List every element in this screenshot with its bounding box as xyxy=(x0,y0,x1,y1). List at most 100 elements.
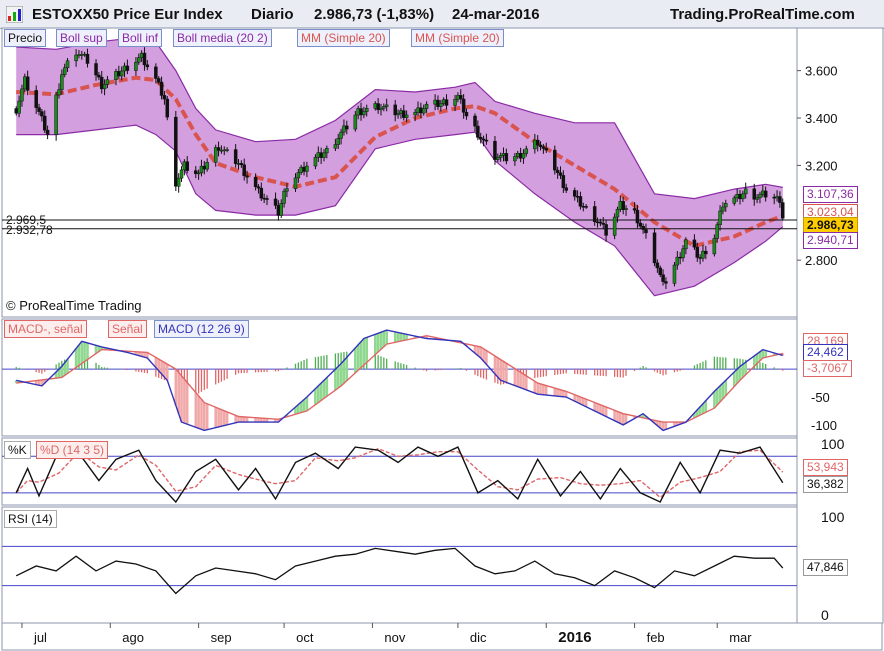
candle xyxy=(282,188,286,208)
candle-body xyxy=(165,98,170,118)
candle-body xyxy=(382,106,386,109)
candle xyxy=(185,156,189,174)
candle-body xyxy=(285,188,289,192)
candle-body xyxy=(379,107,383,111)
instrument-name: ESTOXX50 Price Eur Index xyxy=(32,6,223,23)
candle-body xyxy=(393,104,397,116)
candle xyxy=(179,166,184,182)
candle xyxy=(259,182,264,201)
candle-body xyxy=(741,193,745,200)
candle xyxy=(145,60,150,71)
candle-body xyxy=(25,76,30,91)
legend-precio[interactable]: Precio xyxy=(4,29,47,47)
date-label: 24-mar-2016 xyxy=(452,6,540,23)
legend-stoch-k[interactable]: %K xyxy=(4,441,31,459)
candle xyxy=(376,98,380,114)
candle-body xyxy=(416,107,420,113)
candle xyxy=(404,110,409,123)
legend-rsi[interactable]: RSI (14) xyxy=(4,510,57,528)
candle xyxy=(285,182,289,198)
legend-boll-sup[interactable]: Boll sup xyxy=(56,29,107,47)
candle-body xyxy=(721,206,725,212)
candle xyxy=(174,110,178,192)
candle-body xyxy=(404,114,409,118)
candle xyxy=(632,202,637,214)
candle xyxy=(364,104,369,117)
candle xyxy=(638,218,643,229)
legend-macd-senal[interactable]: MACD-, señal xyxy=(4,320,87,338)
candle xyxy=(493,136,497,165)
candle xyxy=(273,192,278,209)
candle-body xyxy=(584,206,588,208)
candle-body xyxy=(139,52,144,58)
candle-body xyxy=(159,81,164,96)
candle xyxy=(461,94,466,119)
candle xyxy=(54,91,58,141)
candle xyxy=(25,70,30,96)
candle-body xyxy=(399,110,403,114)
value-boll-inf: 2.940,71 xyxy=(803,232,858,249)
candle xyxy=(402,104,406,121)
candle xyxy=(718,205,722,231)
candle-body xyxy=(194,170,198,174)
candle-body xyxy=(154,66,158,79)
candle xyxy=(778,191,782,208)
candle xyxy=(695,242,700,262)
candle-body xyxy=(661,274,665,282)
candle-body xyxy=(496,157,500,160)
candle-body xyxy=(535,139,540,146)
candle-body xyxy=(345,125,349,130)
x-tick-label: nov xyxy=(384,630,405,645)
candle xyxy=(45,125,50,140)
candle xyxy=(253,173,258,191)
legend-macd[interactable]: MACD (12 26 9) xyxy=(154,320,249,338)
candle-body xyxy=(684,239,688,250)
candle xyxy=(396,109,400,119)
candle-body xyxy=(592,206,597,223)
legend-stoch-d[interactable]: %D (14 3 5) xyxy=(36,441,109,459)
bollinger-band-area xyxy=(16,37,783,296)
x-tick-label: feb xyxy=(647,630,665,645)
candle-body xyxy=(561,175,566,188)
candle xyxy=(421,104,426,116)
candle xyxy=(561,170,566,193)
candle-body xyxy=(145,64,150,68)
candle xyxy=(644,223,648,239)
candle-body xyxy=(119,70,124,77)
candle-body xyxy=(732,197,737,204)
candle-body xyxy=(655,262,660,269)
legend-senal[interactable]: Señal xyxy=(108,320,147,338)
candle xyxy=(393,99,397,122)
value-macd-hist: -3,7067 xyxy=(803,360,852,377)
legend-boll-media[interactable]: Boll media (20 2) xyxy=(173,29,272,47)
candle-body xyxy=(279,203,283,216)
candle-body xyxy=(339,131,343,139)
candle-body xyxy=(114,71,118,80)
candle xyxy=(464,108,469,120)
legend-mm-simple-20-a[interactable]: MM (Simple 20) xyxy=(297,29,390,47)
candle-body xyxy=(245,175,249,178)
candle xyxy=(661,269,665,286)
candle-body xyxy=(772,196,776,199)
candle-body xyxy=(77,54,81,56)
candle-body xyxy=(524,148,529,154)
macd-signal-line xyxy=(16,334,783,423)
candle-body xyxy=(20,88,24,102)
candle xyxy=(684,237,688,255)
candle-body xyxy=(724,203,728,208)
candle xyxy=(325,145,329,159)
candle xyxy=(119,66,124,81)
candle xyxy=(213,144,218,167)
candle xyxy=(194,166,198,179)
candle xyxy=(741,190,745,202)
candle-body xyxy=(484,139,489,142)
candle-body xyxy=(658,267,662,275)
candle xyxy=(156,76,161,85)
candle xyxy=(216,141,221,157)
candle xyxy=(752,183,757,206)
legend-mm-simple-20-b[interactable]: MM (Simple 20) xyxy=(411,29,504,47)
candle-body xyxy=(601,222,605,225)
legend-boll-inf[interactable]: Boll inf xyxy=(118,29,163,47)
candle xyxy=(382,103,386,112)
candle-body xyxy=(273,198,278,206)
